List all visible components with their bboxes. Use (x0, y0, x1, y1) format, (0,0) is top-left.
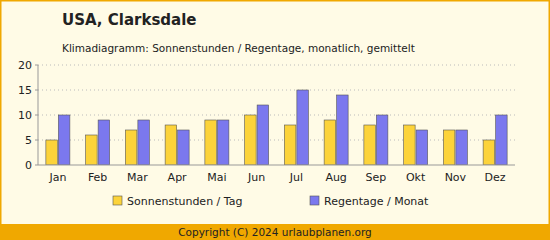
bar (337, 95, 349, 165)
grid-line (38, 65, 515, 66)
x-tick-label: Mai (207, 171, 226, 184)
bar (364, 125, 376, 165)
bars (46, 90, 507, 165)
tick-label: 5 (25, 134, 32, 147)
bar (58, 115, 70, 165)
bar (443, 130, 455, 165)
grid-line (38, 115, 515, 116)
x-tick-label: Dez (485, 171, 506, 184)
bar (284, 125, 296, 165)
footer-text: Copyright (C) 2024 urlaubplanen.org (178, 226, 372, 238)
bar (376, 115, 388, 165)
footer-band (0, 224, 550, 240)
legend-swatch (113, 196, 122, 205)
bar (245, 115, 257, 165)
subtitle: Klimadiagramm: Sonnenstunden / Regentage… (62, 42, 415, 54)
bar (205, 120, 217, 165)
bar (165, 125, 177, 165)
bar (125, 130, 137, 165)
x-tick-label: Aug (325, 171, 346, 184)
bar (416, 130, 428, 165)
bar (297, 90, 309, 165)
bar (178, 130, 190, 165)
x-tick-label: Jan (48, 171, 66, 184)
bar (324, 120, 336, 165)
bar (217, 120, 229, 165)
x-axis (38, 165, 515, 166)
bar (456, 130, 468, 165)
x-tick-label: Nov (445, 171, 467, 184)
x-tick-label: Sep (366, 171, 387, 184)
legend-label: Regentage / Monat (324, 195, 429, 208)
y-axis (38, 65, 39, 165)
x-tick-label: Apr (168, 171, 188, 184)
x-tick-label: Okt (406, 171, 426, 184)
border (1, 1, 550, 240)
bar (98, 120, 110, 165)
tick-label: 0 (25, 159, 32, 172)
bar (86, 135, 98, 165)
bar (257, 105, 269, 165)
background (0, 0, 550, 240)
tick-label: 10 (18, 109, 32, 122)
legend-label: Sonnenstunden / Tag (127, 195, 242, 208)
legend-swatch (310, 196, 319, 205)
tick-label: 15 (18, 84, 32, 97)
bar (138, 120, 150, 165)
x-tick-label: Feb (88, 171, 107, 184)
bar (483, 140, 495, 165)
chart: USA, Clarksdale Klimadiagramm: Sonnenstun… (0, 0, 550, 240)
bar (496, 115, 508, 165)
title: USA, Clarksdale (62, 11, 197, 29)
tick-label: 20 (18, 59, 32, 72)
bar (46, 140, 58, 165)
x-tick-label: Jun (247, 171, 265, 184)
x-tick-label: Mar (127, 171, 148, 184)
x-tick-label: Jul (289, 171, 303, 184)
grid-line (38, 90, 515, 91)
bar (404, 125, 416, 165)
